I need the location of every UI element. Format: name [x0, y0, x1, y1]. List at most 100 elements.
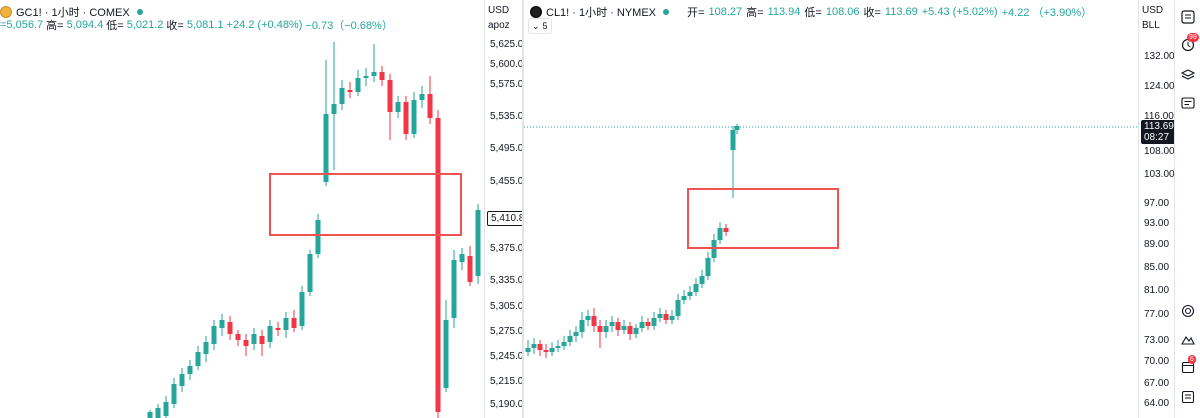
candle [573, 326, 579, 342]
oil-unit-label[interactable]: BLL [1142, 20, 1160, 31]
candle [645, 318, 651, 330]
calendar-icon[interactable]: 6 [1179, 355, 1197, 376]
price-tick-label: 5,215.0 [490, 376, 522, 387]
price-tick-label: 5,375.0 [490, 243, 522, 254]
gold-low-label: 低= [106, 20, 124, 32]
candle [219, 314, 225, 336]
candle [467, 246, 473, 286]
price-tick-label: 5,305.0 [490, 301, 522, 312]
candle [723, 224, 729, 236]
alerts-icon[interactable]: 99 [1179, 33, 1199, 54]
candle [579, 312, 585, 338]
price-tick-label: 124.00 [1144, 81, 1174, 92]
candle [663, 310, 669, 324]
candle [451, 250, 457, 328]
candle [627, 322, 633, 340]
candle [567, 330, 573, 346]
highlight-box[interactable] [269, 173, 462, 236]
oil-currency-label[interactable]: USD [1142, 5, 1164, 16]
candle [459, 248, 465, 270]
candle [331, 42, 337, 170]
price-tick-label: 5,245.0 [490, 351, 522, 362]
chart-pane-gold[interactable]: GC1! · 1小时 · COMEX =5,056.7 高= 5,094.4 低=… [0, 0, 522, 418]
candle [427, 76, 433, 124]
candle [179, 368, 185, 392]
candle [603, 320, 609, 338]
price-tick-label: 85.00 [1144, 262, 1170, 273]
target-icon[interactable] [1179, 302, 1197, 320]
highlight-box[interactable] [687, 188, 839, 249]
watchlist-icon[interactable] [1179, 8, 1197, 26]
notifications-icon[interactable] [1179, 388, 1197, 406]
calendar-badge: 6 [1188, 355, 1196, 364]
candle [734, 124, 740, 134]
gold-currency-label[interactable]: USD [488, 5, 510, 16]
candle [681, 290, 687, 304]
price-tick-label: 5,600.0 [490, 59, 522, 70]
price-tick-label: 77.00 [1144, 309, 1170, 320]
oil-symbol-title[interactable]: CL1! · 1小时 · NYMEX [546, 7, 657, 19]
candle [291, 310, 297, 332]
watchlist-badge: 99 [1187, 33, 1199, 42]
candle [403, 96, 409, 140]
candle [657, 308, 663, 322]
candle [363, 68, 369, 86]
candle [259, 330, 265, 356]
candle [339, 80, 345, 110]
gold-symbol-title[interactable]: GC1! · 1小时 · COMEX [16, 7, 130, 19]
price-tick-label: 108.00 [1144, 146, 1174, 157]
layers-icon[interactable] [1179, 66, 1197, 84]
oil-current-price: 113.69 [1144, 121, 1174, 132]
candle [163, 396, 169, 418]
candle [211, 320, 217, 350]
candle [187, 360, 193, 380]
candle [555, 340, 561, 352]
price-tick-label: 5,625.0 [490, 39, 522, 50]
candle [621, 320, 627, 334]
candle [323, 60, 329, 186]
candle [275, 322, 281, 336]
candle [203, 336, 209, 362]
candle [243, 334, 249, 356]
oil-high-value: 113.94 [767, 6, 801, 18]
gold-close-label: 收= [166, 20, 184, 32]
price-tick-label: 116.00 [1144, 111, 1174, 122]
pane-divider[interactable] [522, 0, 524, 418]
gold-price-axis[interactable]: USD apoz 5,625.0 5,600.0 5,575.0 5,535.0 5,4… [484, 0, 522, 418]
candle [675, 294, 681, 320]
candle [267, 320, 273, 348]
gold-candlestick-chart[interactable] [0, 0, 484, 418]
candle [475, 204, 481, 284]
ideas-icon[interactable] [1179, 330, 1197, 348]
news-icon[interactable] [1179, 94, 1197, 112]
gold-high-label: 高= [46, 20, 64, 32]
candle [379, 66, 385, 86]
chart-pane-oil[interactable]: CL1! · 1小时 · NYMEX 开= 108.27 高= 113.94 低= 1… [524, 0, 1174, 418]
price-tick-label: 81.00 [1144, 285, 1170, 296]
oil-current-price-badge: 113.69 08:27 [1141, 120, 1174, 144]
candle [347, 82, 353, 98]
price-tick-label: 89.00 [1144, 239, 1170, 250]
candle [585, 310, 591, 326]
chevron-down-icon: ⌄ [532, 20, 540, 31]
price-tick-label: 93.00 [1144, 218, 1170, 229]
candle [561, 336, 567, 350]
candle [693, 278, 699, 296]
oil-candlestick-chart[interactable] [524, 0, 1138, 418]
market-open-dot-icon [663, 9, 670, 15]
candle [299, 286, 305, 330]
candle [609, 316, 615, 332]
price-tick-label: 5,275.0 [490, 326, 522, 337]
price-tick-label: 97.00 [1144, 198, 1170, 209]
candle [371, 44, 377, 82]
candle [443, 300, 449, 392]
oil-price-axis[interactable]: USD BLL 132.00 124.00 116.00 108.00 103.00 97… [1138, 0, 1174, 418]
gold-unit-label[interactable]: apoz [488, 20, 510, 31]
indicator-count: 5 [542, 21, 548, 31]
candle [387, 74, 393, 140]
candle [307, 250, 313, 296]
candle [195, 346, 201, 370]
candle [147, 410, 153, 418]
indicator-collapse-button[interactable]: ⌄ 5 [528, 18, 552, 34]
candle [283, 312, 289, 338]
